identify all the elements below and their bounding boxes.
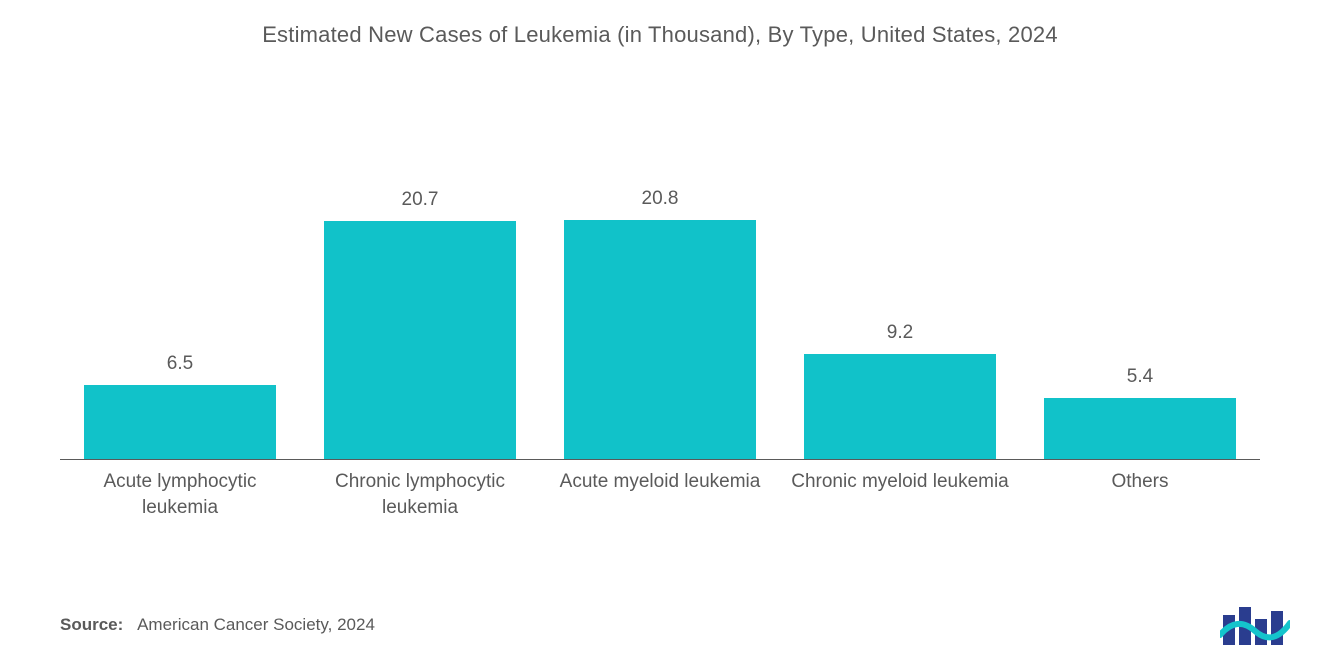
source-label: Source: bbox=[60, 615, 123, 634]
source-row: Source: American Cancer Society, 2024 bbox=[60, 615, 375, 635]
chart-title: Estimated New Cases of Leukemia (in Thou… bbox=[0, 0, 1320, 48]
x-axis-line bbox=[60, 459, 1260, 460]
bar bbox=[1044, 398, 1236, 460]
bar-value-label: 9.2 bbox=[887, 322, 913, 344]
brand-logo bbox=[1220, 605, 1290, 647]
source-text: American Cancer Society, 2024 bbox=[137, 615, 375, 634]
bar bbox=[564, 220, 756, 461]
bar bbox=[324, 221, 516, 460]
bar-slot: 6.5 bbox=[60, 353, 300, 460]
bar-slot: 20.8 bbox=[540, 188, 780, 461]
bar-value-label: 20.7 bbox=[402, 189, 439, 211]
bar bbox=[84, 385, 276, 460]
x-axis-category-label: Acute myeloid leukemia bbox=[540, 465, 780, 520]
x-axis-category-label: Others bbox=[1020, 465, 1260, 520]
bar-value-label: 6.5 bbox=[167, 353, 193, 375]
bars-container: 6.5 20.7 20.8 9.2 5.4 bbox=[60, 90, 1260, 460]
bar-slot: 5.4 bbox=[1020, 366, 1260, 460]
bar bbox=[804, 354, 996, 460]
bar-value-label: 5.4 bbox=[1127, 366, 1153, 388]
x-axis-labels: Acute lymphocytic leukemiaChronic lympho… bbox=[60, 465, 1260, 520]
chart-area: 6.5 20.7 20.8 9.2 5.4 Acute lymphocytic leuk… bbox=[60, 90, 1260, 520]
x-axis-category-label: Chronic lymphocytic leukemia bbox=[300, 465, 540, 520]
bar-value-label: 20.8 bbox=[642, 188, 679, 210]
bar-slot: 9.2 bbox=[780, 322, 1020, 460]
x-axis-category-label: Acute lymphocytic leukemia bbox=[60, 465, 300, 520]
bar-slot: 20.7 bbox=[300, 189, 540, 460]
x-axis-category-label: Chronic myeloid leukemia bbox=[780, 465, 1020, 520]
